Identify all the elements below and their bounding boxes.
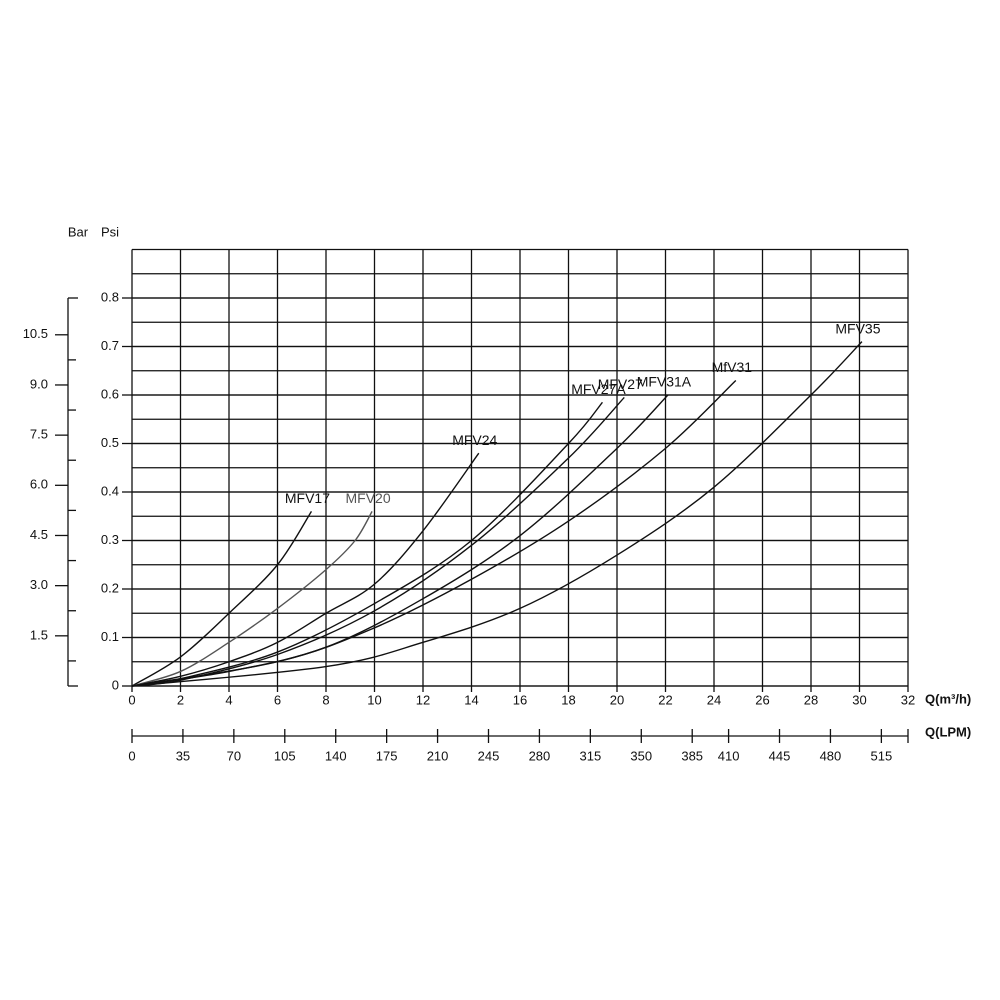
y2-tick-label: 9.0 xyxy=(30,376,48,391)
x2-tick-label: 0 xyxy=(128,748,135,763)
x2-tick-label: 35 xyxy=(176,748,190,763)
x2-tick-label: 480 xyxy=(820,748,842,763)
curve-label: MFV35 xyxy=(835,320,880,336)
y2-tick-label: 1.5 xyxy=(30,627,48,642)
x-tick-label: 20 xyxy=(610,692,624,707)
y2-axis-title: Psi xyxy=(101,224,119,239)
y-tick-label: 0.7 xyxy=(101,338,119,353)
x2-tick-label: 445 xyxy=(769,748,791,763)
curve-label: MFV20 xyxy=(346,490,391,506)
x-tick-label: 6 xyxy=(274,692,281,707)
x2-tick-label: 175 xyxy=(376,748,398,763)
y2-tick-label: 6.0 xyxy=(30,477,48,492)
y2-tick-label: 3.0 xyxy=(30,577,48,592)
curve xyxy=(131,511,373,687)
y-tick-label: 0.1 xyxy=(101,629,119,644)
x-tick-label: 8 xyxy=(322,692,329,707)
x-tick-label: 0 xyxy=(128,692,135,707)
x2-tick-label: 350 xyxy=(630,748,652,763)
x-tick-label: 4 xyxy=(225,692,232,707)
x-tick-label: 10 xyxy=(367,692,381,707)
x2-tick-label: 515 xyxy=(871,748,893,763)
y-tick-label: 0.2 xyxy=(101,580,119,595)
x2-tick-label: 385 xyxy=(681,748,703,763)
x-tick-label: 24 xyxy=(707,692,721,707)
y-tick-label: 0.3 xyxy=(101,532,119,547)
y-axis-title: Bar xyxy=(68,224,89,239)
x-tick-label: 32 xyxy=(901,692,915,707)
y-tick-label: 0 xyxy=(112,677,119,692)
x-tick-label: 26 xyxy=(755,692,769,707)
y-tick-label: 0.5 xyxy=(101,435,119,450)
y2-tick-label: 4.5 xyxy=(30,527,48,542)
x-axis-title: Q(m³/h) xyxy=(925,691,971,706)
x2-tick-label: 70 xyxy=(227,748,241,763)
x-tick-label: 2 xyxy=(177,692,184,707)
x2-axis-title: Q(LPM) xyxy=(925,724,971,739)
x-tick-label: 30 xyxy=(852,692,866,707)
x2-tick-label: 210 xyxy=(427,748,449,763)
curve-label: MFV31A xyxy=(637,374,692,390)
curve-label: MfV31 xyxy=(712,359,753,375)
curve xyxy=(131,379,737,687)
x2-tick-label: 280 xyxy=(529,748,551,763)
x2-tick-label: 140 xyxy=(325,748,347,763)
curve-label: MFV24 xyxy=(452,432,497,448)
curve xyxy=(131,396,625,687)
curve xyxy=(131,341,863,687)
x-tick-label: 16 xyxy=(513,692,527,707)
curve-label: MFV17 xyxy=(285,490,330,506)
x-tick-label: 22 xyxy=(658,692,672,707)
x-tick-label: 14 xyxy=(464,692,478,707)
curve xyxy=(131,511,313,687)
x2-tick-label: 105 xyxy=(274,748,296,763)
curve-label: MFV27 xyxy=(598,376,643,392)
x2-tick-label: 245 xyxy=(478,748,500,763)
x-tick-label: 12 xyxy=(416,692,430,707)
x-tick-label: 28 xyxy=(804,692,818,707)
y-tick-label: 0.8 xyxy=(101,289,119,304)
y2-tick-label: 10.5 xyxy=(23,326,48,341)
curve xyxy=(131,452,480,687)
x2-tick-label: 410 xyxy=(718,748,740,763)
curve-label: MFV27A xyxy=(571,381,626,397)
y-tick-label: 0.6 xyxy=(101,386,119,401)
y-tick-label: 0.4 xyxy=(101,483,119,498)
y2-tick-label: 7.5 xyxy=(30,427,48,442)
x2-tick-label: 315 xyxy=(580,748,602,763)
x-tick-label: 18 xyxy=(561,692,575,707)
